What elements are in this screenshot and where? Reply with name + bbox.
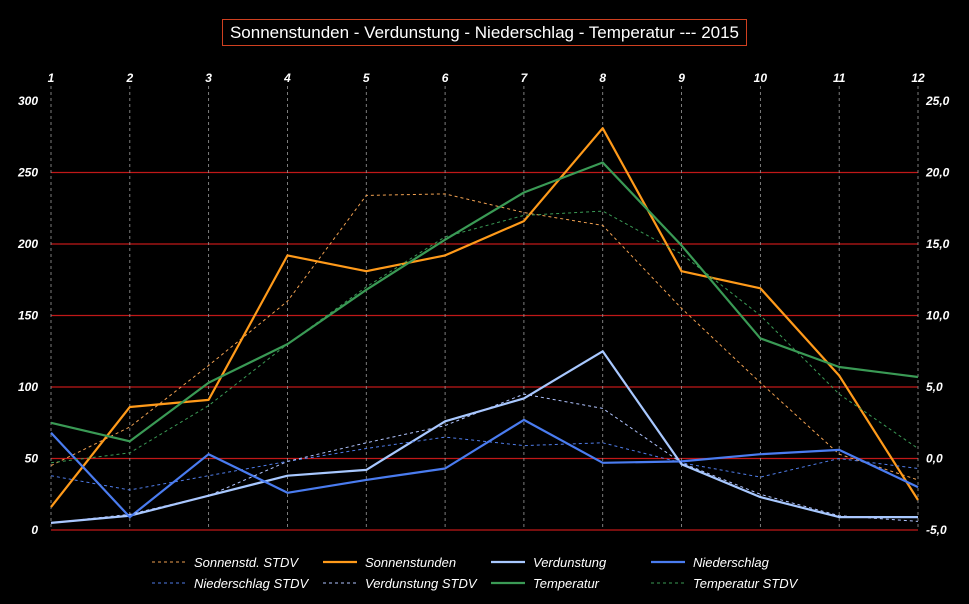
y-left-tick-label: 150 (18, 309, 38, 323)
legend-label: Temperatur STDV (693, 576, 799, 591)
series-line-0 (50, 193, 919, 481)
y-right-tick-label: 5,0 (926, 380, 943, 394)
y-right-tick-label: 25,0 (925, 94, 950, 108)
y-right-tick-label: 10,0 (926, 309, 950, 323)
y-left-tick-label: 50 (25, 452, 39, 466)
y-left-tick-label: 250 (17, 166, 38, 180)
x-tick-label: 6 (442, 71, 449, 85)
series-line-7 (50, 210, 919, 464)
legend-label: Sonnenstunden (365, 555, 456, 570)
legend-label: Verdunstung (533, 555, 607, 570)
series-line-6 (50, 161, 919, 443)
y-right-tick-label: 0,0 (926, 452, 943, 466)
x-tick-label: 10 (754, 71, 768, 85)
legend-label: Verdunstung STDV (365, 576, 478, 591)
x-tick-label: 4 (283, 71, 291, 85)
x-tick-label: 11 (833, 71, 846, 85)
y-right-tick-label: -5,0 (926, 523, 947, 537)
series-line-1 (50, 127, 919, 508)
y-left-tick-label: 100 (18, 380, 38, 394)
x-tick-label: 2 (125, 71, 133, 85)
chart-title: Sonnenstunden - Verdunstung - Niederschl… (222, 19, 747, 46)
x-tick-label: 8 (599, 71, 606, 85)
series-line-4 (50, 436, 919, 491)
legend-label: Niederschlag (693, 555, 770, 570)
y-right-tick-label: 20,0 (925, 166, 950, 180)
x-tick-label: 1 (48, 71, 55, 85)
y-left-tick-label: 200 (17, 237, 38, 251)
series-line-2 (50, 350, 918, 524)
x-tick-label: 5 (363, 71, 370, 85)
series-line-5 (50, 393, 919, 524)
x-tick-label: 3 (205, 71, 212, 85)
y-right-tick-label: 15,0 (926, 237, 950, 251)
y-left-tick-label: 0 (31, 523, 38, 537)
x-tick-label: 7 (521, 71, 529, 85)
y-left-tick-label: 300 (18, 94, 38, 108)
legend-label: Temperatur (533, 576, 600, 591)
x-tick-label: 12 (911, 71, 925, 85)
legend-label: Sonnenstd. STDV (194, 555, 299, 570)
x-tick-label: 9 (678, 71, 685, 85)
series-line-3 (50, 418, 919, 519)
legend-label: Niederschlag STDV (194, 576, 309, 591)
